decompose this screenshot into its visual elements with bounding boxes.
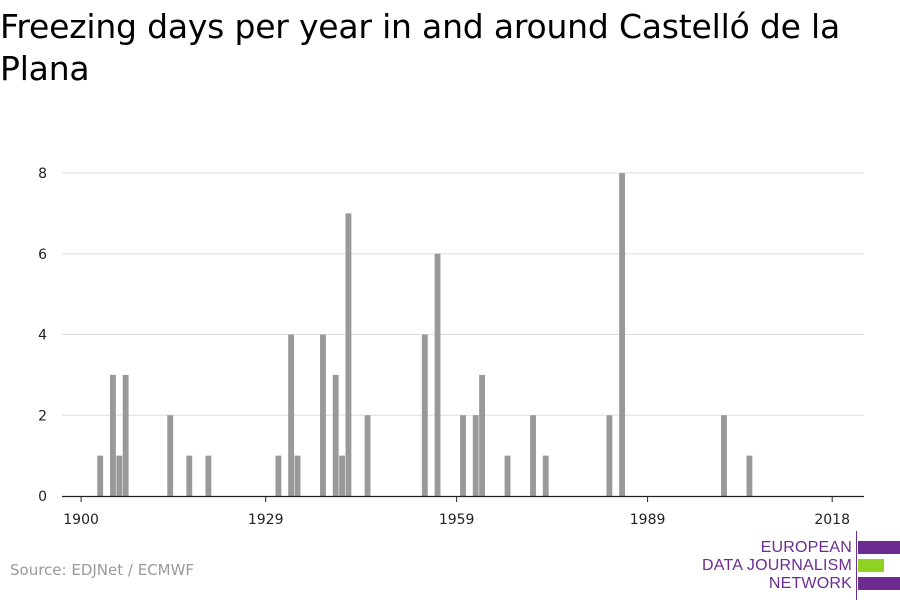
bar [746, 455, 753, 496]
bar [421, 334, 428, 496]
x-tick-labels: 1900 1929 1959 1989 2018 [63, 512, 850, 528]
x-tick-label: 1959 [439, 512, 475, 528]
bar [288, 334, 295, 496]
bar [109, 374, 116, 496]
bars [97, 173, 753, 496]
bar [504, 455, 511, 496]
bar [606, 415, 613, 496]
bar [721, 415, 727, 496]
bar [97, 455, 104, 496]
edjnet-logo[interactable]: EUROPEAN DATA JOURNALISM NETWORK [700, 531, 900, 600]
bar [186, 455, 193, 496]
source-note: Source: EDJNet / ECMWF [10, 561, 195, 579]
bar [167, 415, 174, 496]
bar [364, 415, 371, 496]
bar [460, 415, 466, 496]
logo-line-european: EUROPEAN [760, 539, 852, 556]
bar [205, 455, 212, 496]
bar [530, 415, 536, 496]
bar [339, 455, 345, 496]
logo-line-data-journalism: DATA JOURNALISM [702, 557, 852, 574]
bar [345, 213, 352, 496]
y-tick-label: 6 [38, 247, 47, 263]
bar [122, 374, 129, 496]
bar [542, 455, 549, 496]
chart-title: Freezing days per year in and around Cas… [0, 7, 840, 88]
y-tick-label: 4 [38, 328, 47, 344]
bar [275, 455, 282, 496]
y-tick-labels: 0 2 4 6 8 [38, 166, 47, 505]
x-axis [62, 495, 864, 502]
logo-bar-top [858, 541, 900, 554]
logo-line-network: NETWORK [768, 575, 852, 592]
x-tick-label: 1929 [248, 512, 284, 528]
logo-bar-bottom [858, 577, 900, 590]
bar [619, 173, 626, 496]
bar [320, 334, 326, 496]
bar [479, 374, 486, 496]
y-tick-label: 8 [38, 166, 47, 182]
x-tick-label: 1900 [63, 512, 99, 528]
bar [472, 415, 479, 496]
x-tick-label: 1989 [630, 512, 666, 528]
logo-divider [856, 531, 857, 600]
bar [434, 253, 441, 496]
y-tick-label: 2 [38, 408, 47, 424]
logo-bar-middle [858, 559, 884, 572]
x-tick-label: 2018 [814, 512, 850, 528]
bar [332, 374, 339, 496]
y-tick-label: 0 [38, 489, 47, 505]
bar [116, 455, 123, 496]
bar [294, 455, 301, 496]
grid-lines [62, 172, 864, 416]
